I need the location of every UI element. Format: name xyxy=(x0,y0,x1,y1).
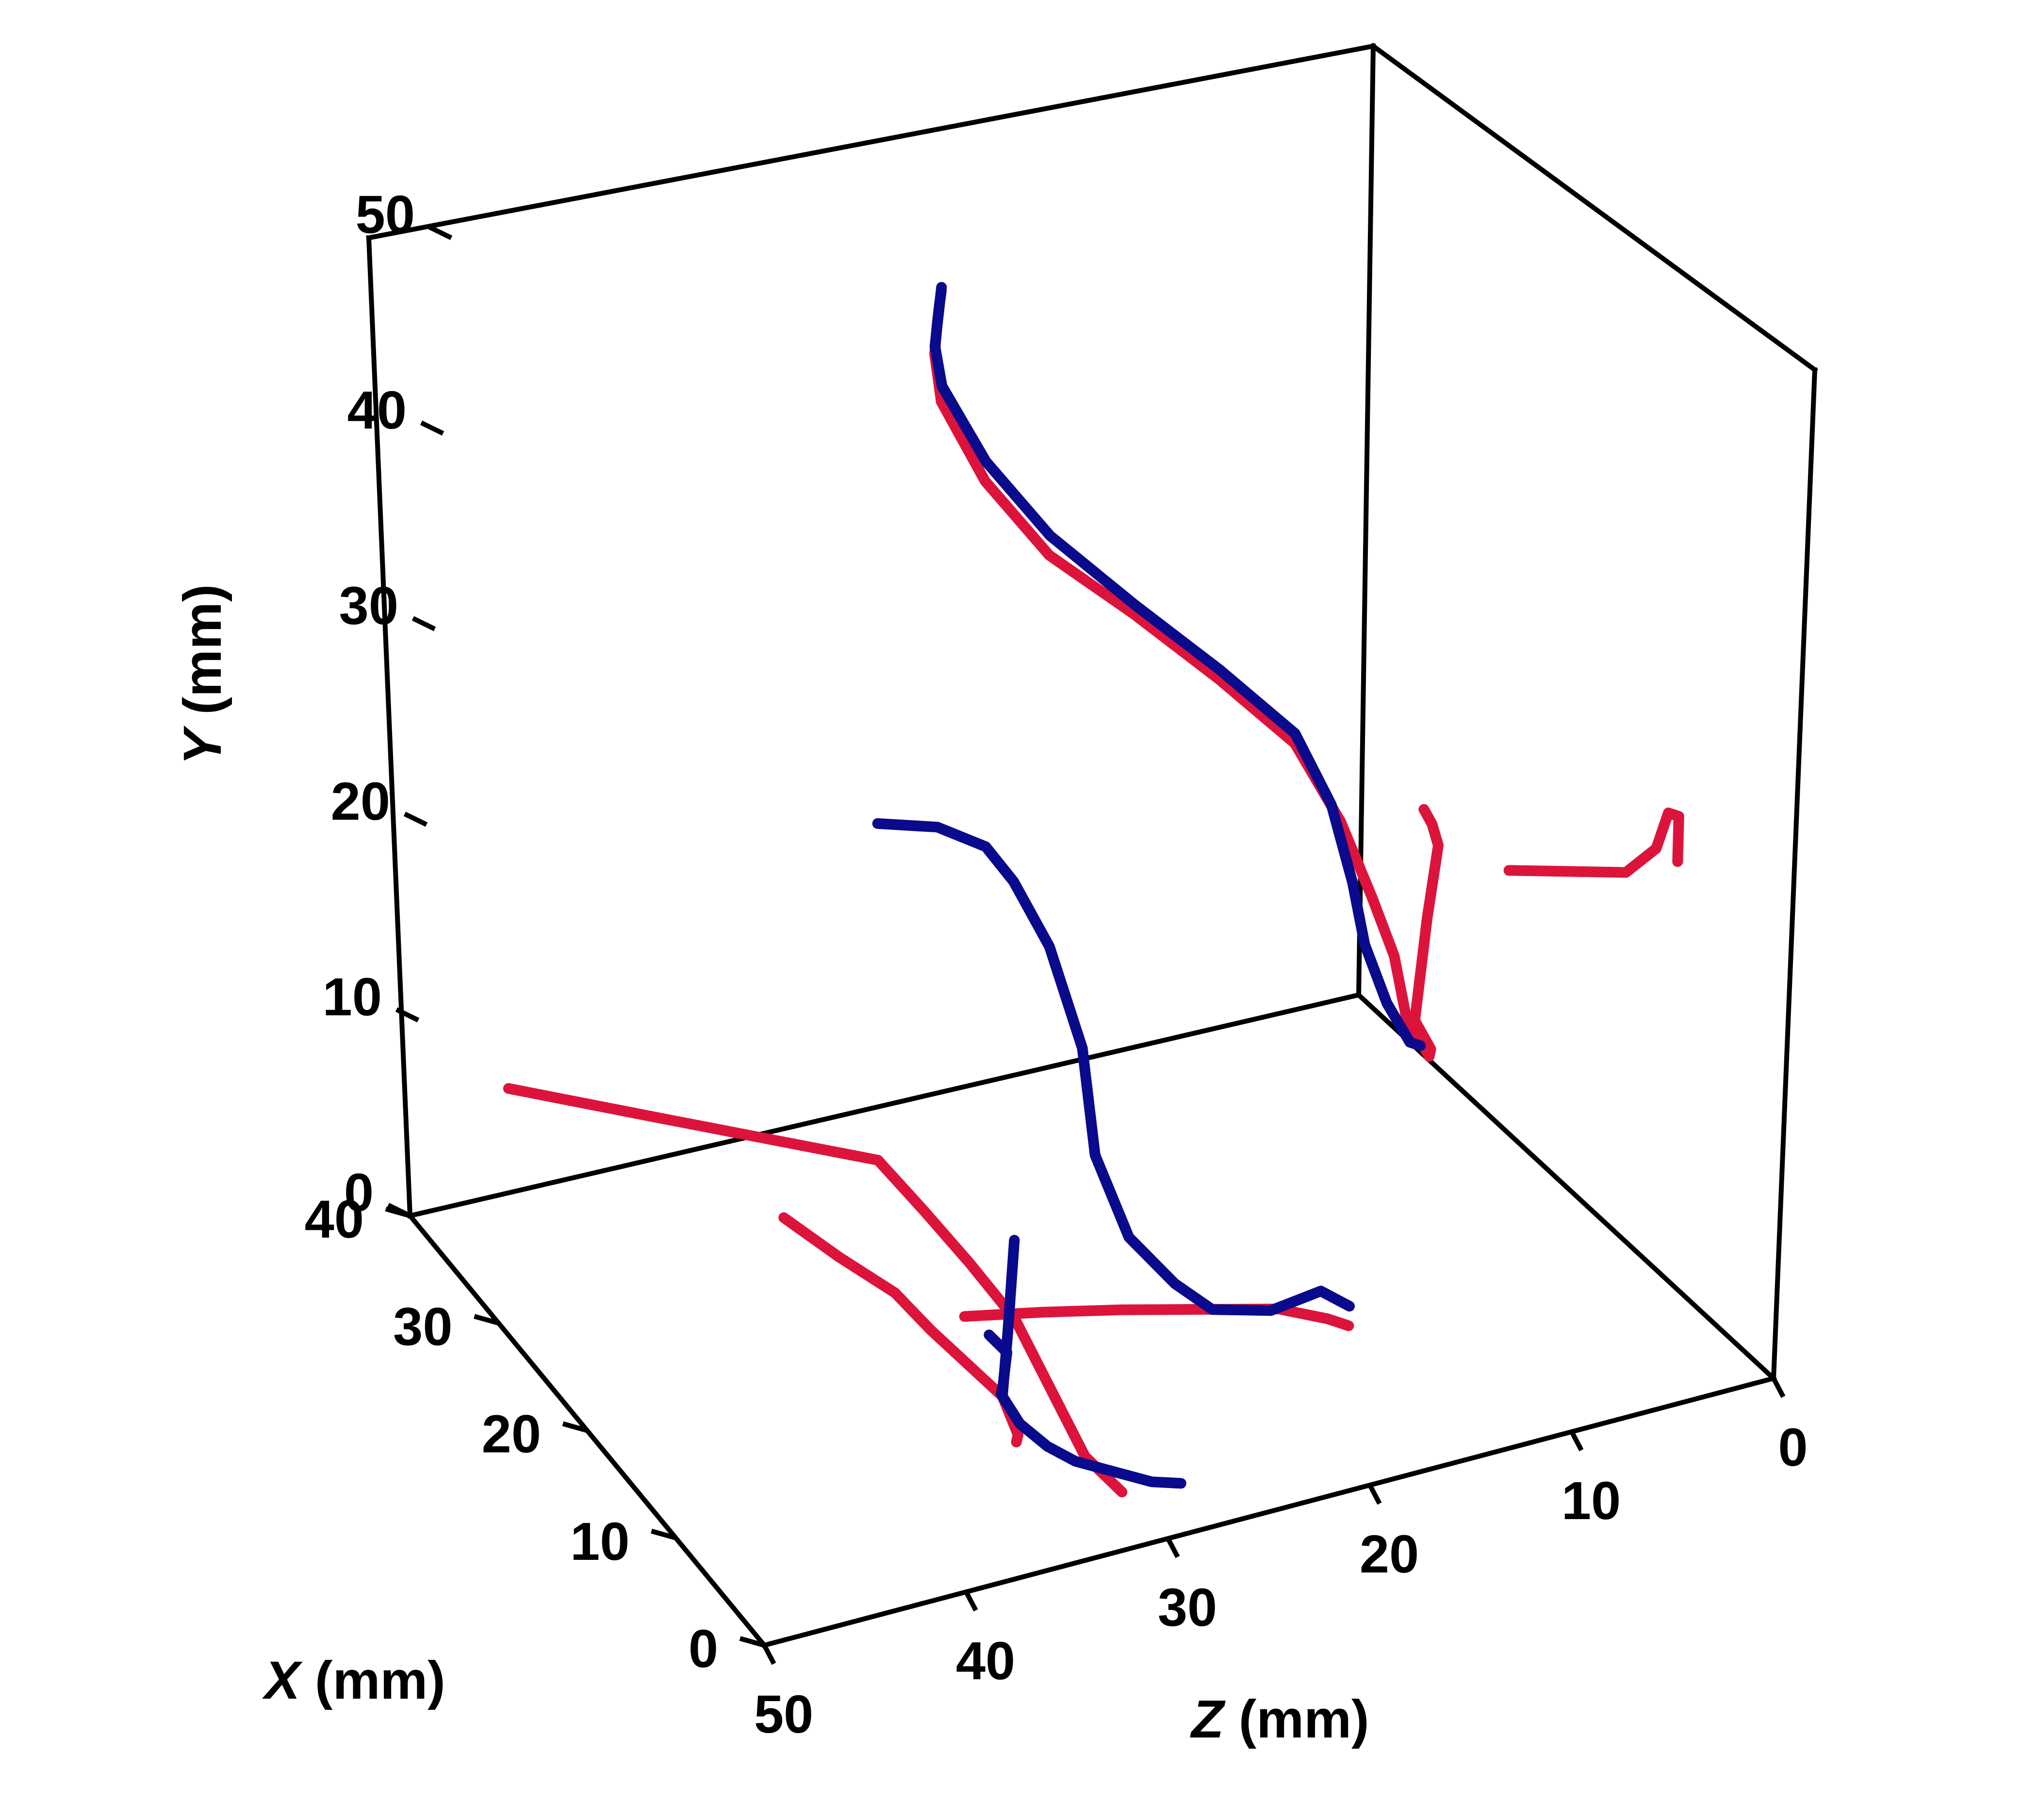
z-tick-mark xyxy=(964,1590,978,1612)
z-tick-mark xyxy=(1771,1377,1786,1398)
x-tick-mark xyxy=(739,1636,765,1648)
y-tick-mark xyxy=(395,1007,420,1023)
trajectory-blue xyxy=(872,818,1355,1316)
trajectory-blue xyxy=(929,282,1426,1051)
y-tick-label: 30 xyxy=(339,576,398,636)
x-tick-label: 10 xyxy=(570,1512,629,1572)
trajectory-red xyxy=(1503,807,1684,878)
y-tick-label: 10 xyxy=(323,967,382,1027)
z-tick-mark xyxy=(1569,1430,1584,1452)
box-edge xyxy=(1356,43,1376,998)
z-tick-label: 0 xyxy=(1778,1418,1808,1477)
z-tick-label: 20 xyxy=(1360,1524,1419,1584)
trajectory-series xyxy=(503,282,1684,1498)
x-tick-mark xyxy=(474,1314,499,1326)
x-tick-mark xyxy=(651,1528,676,1540)
z-tick-label: 40 xyxy=(956,1631,1015,1691)
series-red xyxy=(503,286,1684,1498)
y-tick-mark xyxy=(420,420,444,436)
y-tick-label: 20 xyxy=(331,772,390,831)
z-tick-label: 30 xyxy=(1158,1578,1217,1638)
x-tick-mark xyxy=(562,1421,588,1433)
axis-ticks xyxy=(385,225,1786,1665)
series-blue xyxy=(872,282,1426,1489)
trajectory-red xyxy=(503,1083,1128,1498)
trajectory-blue xyxy=(984,1329,1013,1399)
y-tick-mark xyxy=(403,811,428,827)
z-tick-mark xyxy=(1367,1484,1382,1505)
z-tick-mark xyxy=(762,1644,776,1665)
y-axis-line xyxy=(366,235,413,1219)
y-tick-mark xyxy=(428,225,453,240)
x-tick-label: 0 xyxy=(689,1619,718,1679)
y-axis-label: Y (mm) xyxy=(173,584,232,765)
z-tick-label: 10 xyxy=(1562,1471,1621,1531)
x-tick-mark xyxy=(385,1207,411,1218)
z-axis-label: Z (mm) xyxy=(1190,1689,1369,1749)
z-axis-line xyxy=(761,1375,1777,1649)
box-edge xyxy=(1771,367,1818,1381)
x-tick-label: 30 xyxy=(393,1297,452,1357)
axes-box xyxy=(366,43,1818,1649)
x-tick-label: 20 xyxy=(482,1405,541,1464)
trajectory-blue xyxy=(997,1235,1186,1489)
z-tick-mark xyxy=(1166,1537,1180,1558)
box-edge xyxy=(366,43,1376,241)
trajectory-red xyxy=(778,1212,1023,1448)
y-tick-label: 40 xyxy=(347,381,407,440)
box-edge xyxy=(1370,43,1818,373)
trajectory-red xyxy=(929,286,1444,1062)
y-tick-label: 0 xyxy=(344,1163,374,1223)
box-edge xyxy=(407,992,1362,1219)
y-tick-label: 50 xyxy=(356,185,415,245)
x-axis-label: X (mm) xyxy=(262,1651,445,1710)
x-tick-label: 40 xyxy=(305,1190,364,1249)
z-tick-label: 50 xyxy=(754,1685,813,1744)
y-tick-mark xyxy=(411,616,436,631)
